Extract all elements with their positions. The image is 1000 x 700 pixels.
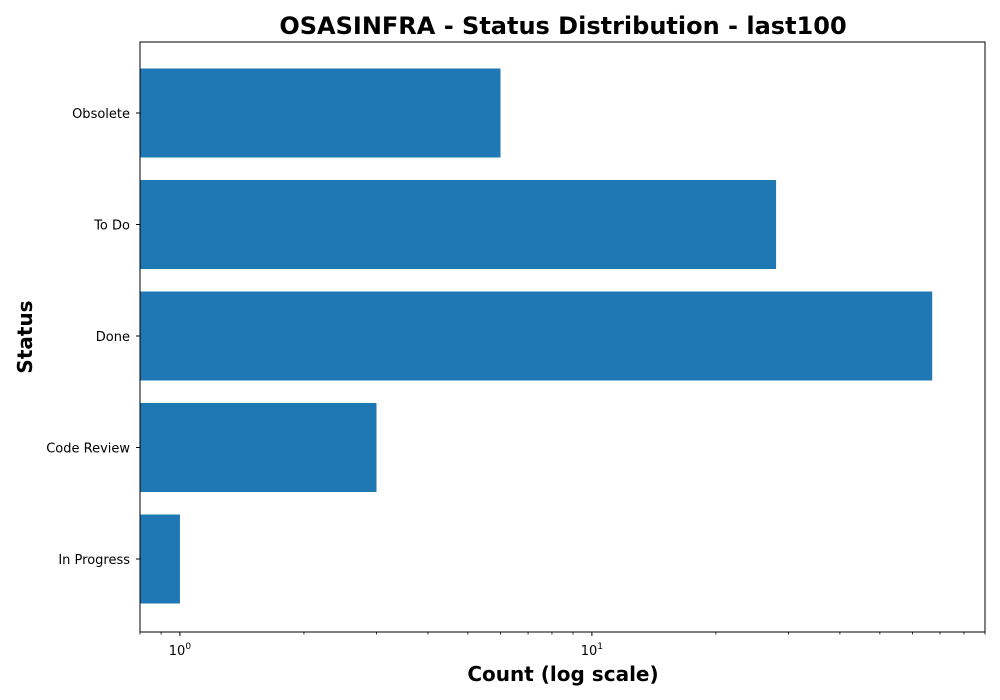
y-tick-label: Done xyxy=(96,330,130,345)
bar-done xyxy=(140,291,933,381)
x-tick-label: 100 xyxy=(169,642,192,659)
y-ticks-layer: Obsolete To Do Done Code Review In Progress xyxy=(46,107,140,568)
bar-to-do xyxy=(140,180,777,269)
x-tick-label: 101 xyxy=(581,642,603,659)
bar-code-review xyxy=(140,403,377,492)
y-axis-label: Status xyxy=(13,300,37,373)
bar-in-progress xyxy=(140,514,180,604)
bars-layer xyxy=(140,68,933,604)
plot-frame xyxy=(139,41,986,633)
y-tick-label: To Do xyxy=(93,219,130,234)
y-tick-label: Code Review xyxy=(46,442,130,457)
y-tick-label: Obsolete xyxy=(72,107,130,122)
x-ticks-layer: 100 101 xyxy=(139,632,986,659)
x-axis-label: Count (log scale) xyxy=(467,662,658,686)
bar-obsolete xyxy=(140,68,501,158)
chart-title: OSASINFRA - Status Distribution - last10… xyxy=(279,12,846,40)
y-tick-label: In Progress xyxy=(58,553,130,568)
